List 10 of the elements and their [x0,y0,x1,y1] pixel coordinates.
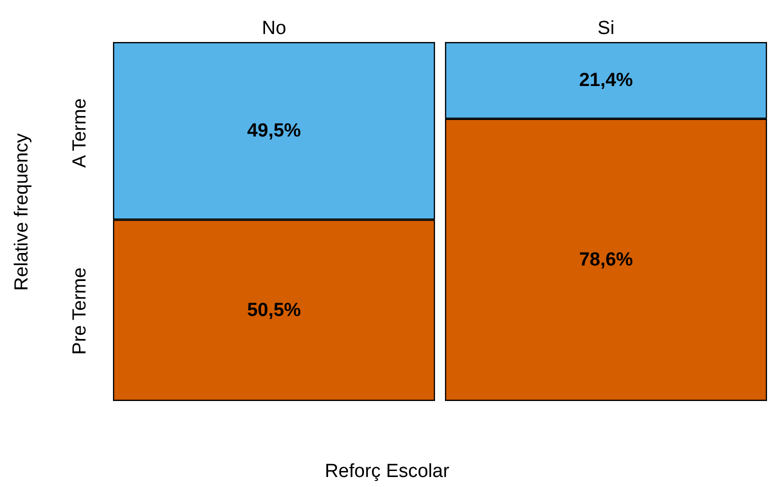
y-axis-title: Relative frequency [12,132,32,291]
data-label: 49,5% [247,120,302,142]
x-tick-label: Si [598,18,614,39]
text: A Terme [70,98,90,168]
x-tick-label: No [262,18,286,39]
data-label: 78,6% [579,249,634,270]
x-axis-title: Reforç Escolar [324,461,450,482]
text: Pre Terme [70,267,90,355]
data-label: 21,4% [579,70,634,91]
data-label: 50,5% [247,300,302,321]
